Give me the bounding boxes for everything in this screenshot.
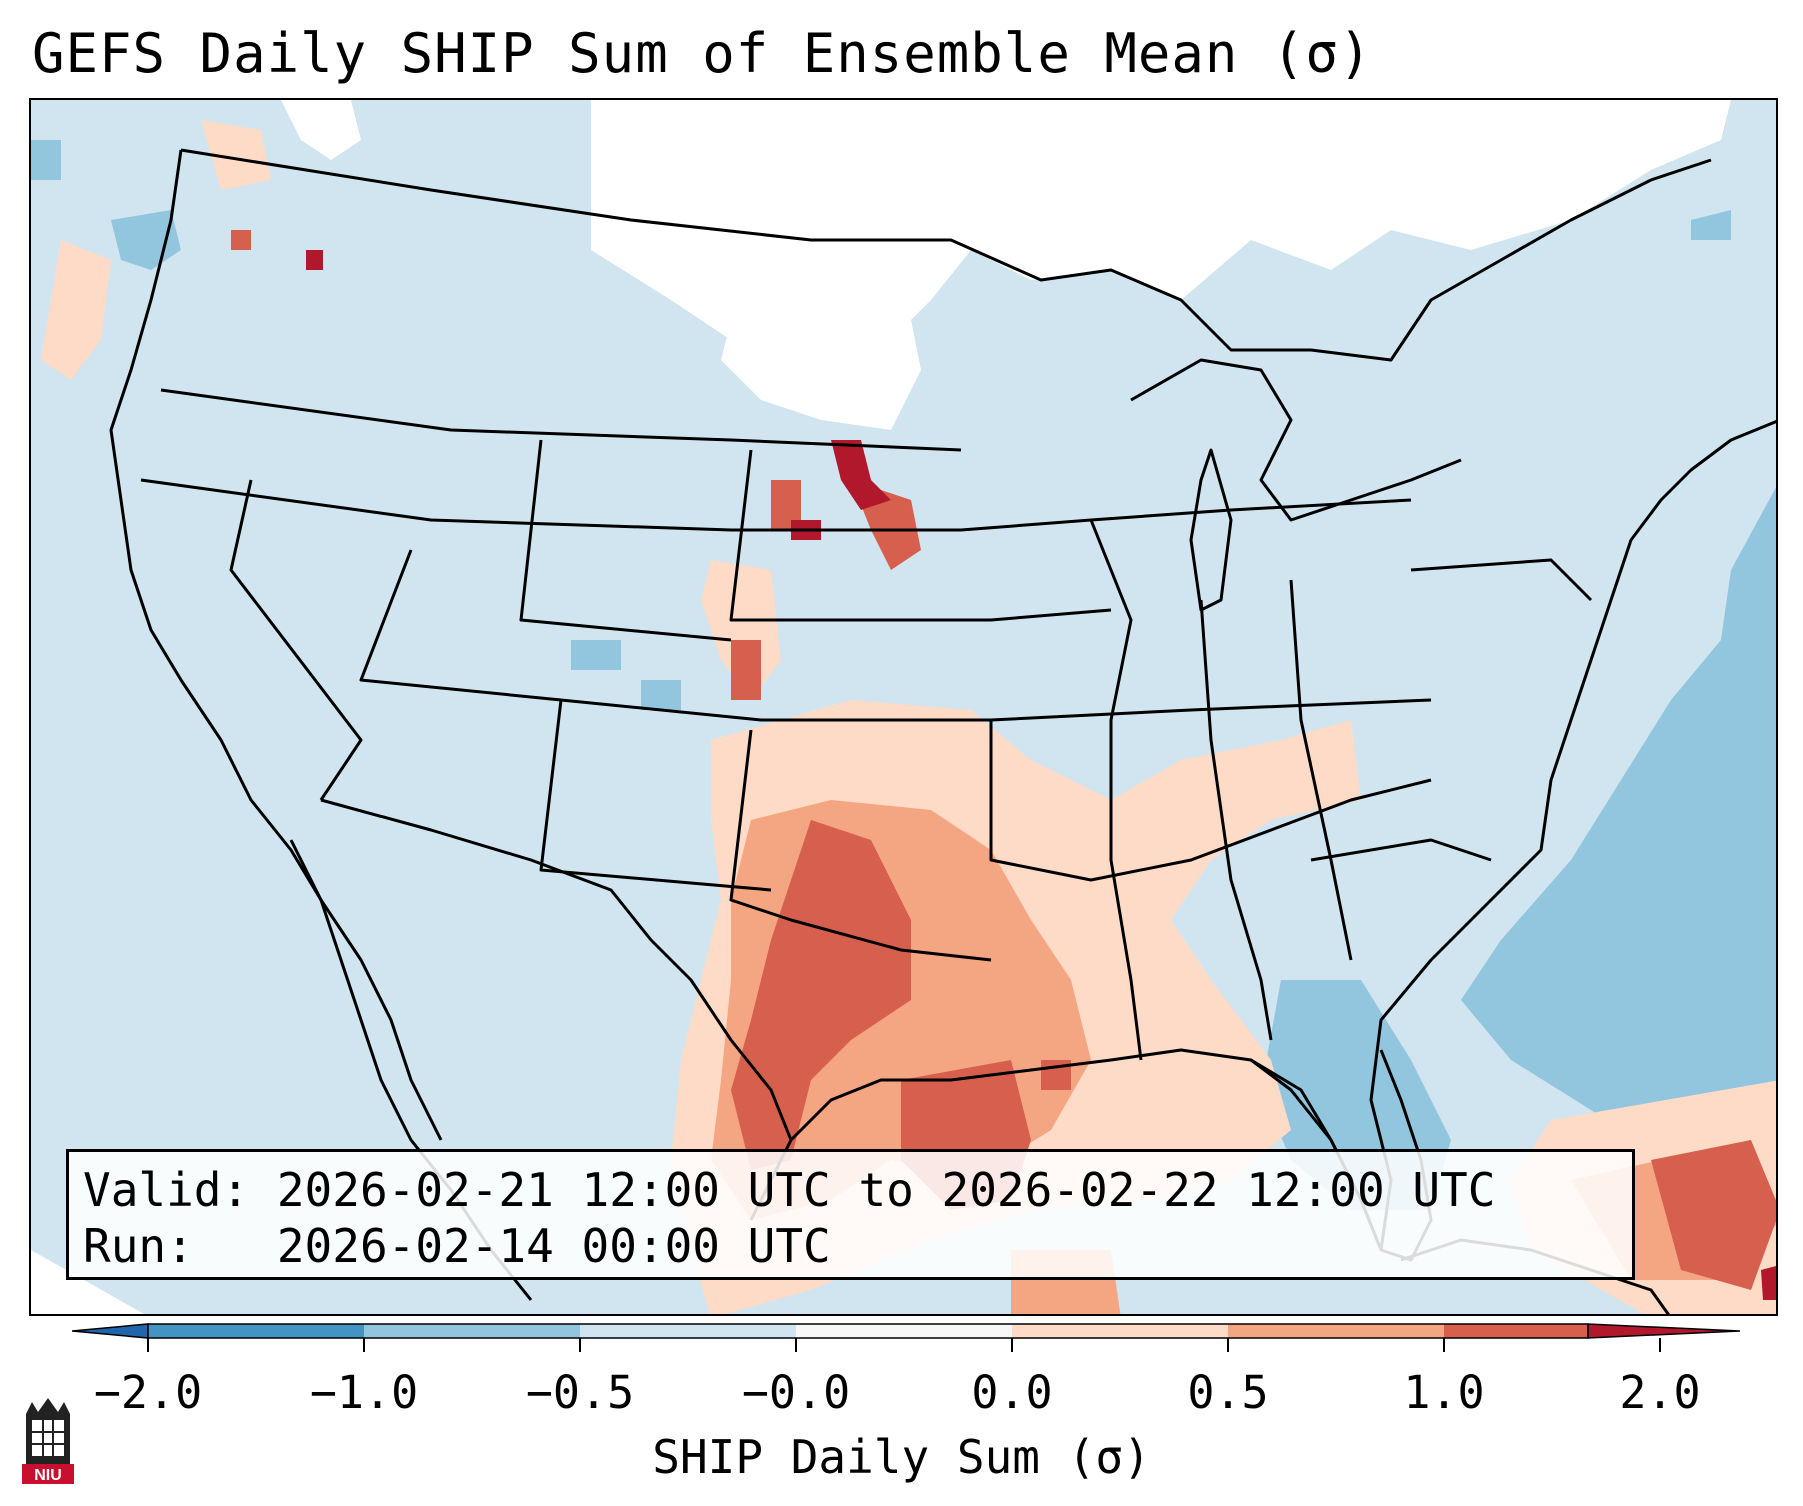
- state-line-10: [1089, 519, 1143, 1061]
- colorbar-ticks: [147, 1338, 1661, 1352]
- state-line-7: [989, 720, 1432, 882]
- valid-time-line: Valid: 2026-02-21 12:00 UTC to 2026-02-2…: [83, 1163, 1496, 1217]
- colorbar-bin-7: [1444, 1324, 1588, 1338]
- tick-label: 1.0: [1403, 1366, 1485, 1419]
- valid-run-info-box: Valid: 2026-02-21 12:00 UTC to 2026-02-2…: [66, 1149, 1635, 1280]
- colorbar: [72, 1323, 1740, 1352]
- lake-michigan: [1189, 448, 1233, 612]
- colorbar-bin-1: [148, 1324, 364, 1338]
- state-line-8: [729, 449, 1112, 622]
- state-line-13: [1410, 558, 1593, 602]
- tick-label: −2.0: [93, 1366, 203, 1419]
- tick-label: −1.0: [309, 1366, 419, 1419]
- mexico-border: [320, 798, 793, 1141]
- state-line-9: [519, 439, 732, 642]
- tick-label: 0.5: [1187, 1366, 1269, 1419]
- state-line-1: [160, 388, 962, 452]
- tick-label: −0.5: [525, 1366, 635, 1419]
- state-line-2: [140, 478, 1412, 532]
- white-regions: [31, 100, 1731, 1314]
- atlantic-coastline: [1369, 420, 1776, 1251]
- colorbar-outline: [147, 1323, 1589, 1339]
- state-line-12: [1289, 579, 1353, 961]
- tick-label: 2.0: [1619, 1366, 1701, 1419]
- map-panel: [29, 98, 1778, 1316]
- great-lakes: [1130, 358, 1462, 522]
- tick-label: −0.0: [741, 1366, 851, 1419]
- niu-logo-icon: NIU: [22, 1398, 74, 1484]
- colorbar-label: SHIP Daily Sum (σ): [652, 1430, 1151, 1484]
- colorbar-extend-low: [72, 1323, 149, 1339]
- state-line-14: [1310, 838, 1492, 862]
- dark-red-anomaly-regions: [306, 250, 1776, 1300]
- logo-text: NIU: [34, 1467, 62, 1484]
- run-time-line: Run: 2026-02-14 00:00 UTC: [83, 1219, 831, 1273]
- state-line-11: [1199, 599, 1273, 1041]
- state-line-5: [539, 699, 772, 892]
- state-line-4: [359, 549, 1432, 722]
- us-canada-border: [180, 148, 1712, 362]
- tick-label: 0.0: [971, 1366, 1053, 1419]
- pacific-coastline: [109, 149, 533, 1301]
- colorbar-bin-4: [796, 1324, 1012, 1338]
- colorbar-bin-5: [1012, 1324, 1228, 1338]
- baja-california: [289, 839, 443, 1141]
- colorbar-bin-3: [580, 1324, 796, 1338]
- map-canvas: [31, 100, 1776, 1314]
- chart-title: GEFS Daily SHIP Sum of Ensemble Mean (σ): [32, 22, 1373, 85]
- colorbar-tick-labels: −2.0 −1.0 −0.5 −0.0 0.0 0.5 1.0 2.0: [0, 1366, 1803, 1426]
- state-line-3: [229, 479, 363, 801]
- colorbar-bin-6: [1228, 1324, 1444, 1338]
- colorbar-bin-2: [364, 1324, 580, 1338]
- state-line-6: [729, 729, 992, 962]
- colorbar-extend-high: [1587, 1323, 1740, 1339]
- geographic-boundaries: [109, 148, 1776, 1314]
